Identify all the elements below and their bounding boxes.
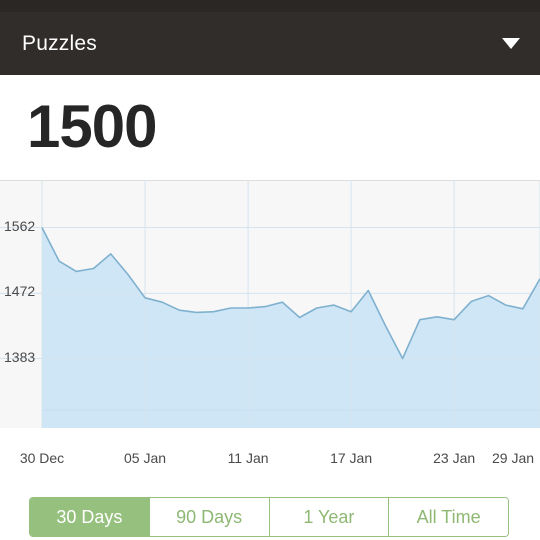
- x-tick-label: 11 Jan: [227, 450, 269, 466]
- header-title: Puzzles: [22, 32, 97, 55]
- y-tick-label: 1383: [4, 348, 36, 365]
- chevron-down-icon[interactable]: [502, 38, 520, 50]
- series-line: [41, 227, 540, 360]
- x-tick-label: 17 Jan: [330, 450, 373, 466]
- range-tab-90-days[interactable]: 90 Days: [148, 498, 269, 536]
- x-tick-label: 29 Jan: [491, 450, 535, 466]
- y-tick-label: 1562: [4, 217, 36, 234]
- range-tab-30-days[interactable]: 30 Days: [30, 498, 149, 536]
- rating-value: 1500: [27, 93, 157, 160]
- x-axis-labels: 30 Dec 05 Jan 11 Jan 17 Jan 23 Jan 29 Jan: [0, 450, 540, 470]
- x-tick-label: 05 Jan: [124, 450, 167, 466]
- x-tick-label: 23 Jan: [433, 450, 476, 466]
- rating-chart: [0, 180, 540, 428]
- range-tab-1-year[interactable]: 1 Year: [268, 498, 389, 536]
- series-area: [42, 227, 540, 428]
- range-tab-all-time[interactable]: All Time: [388, 498, 508, 536]
- header-bar[interactable]: Puzzles: [0, 12, 540, 75]
- x-tick-label: 30 Dec: [19, 450, 65, 466]
- status-strip: [0, 0, 540, 12]
- y-tick-label: 1472: [4, 283, 36, 300]
- range-selector: 30 Days 90 Days 1 Year All Time: [29, 497, 509, 537]
